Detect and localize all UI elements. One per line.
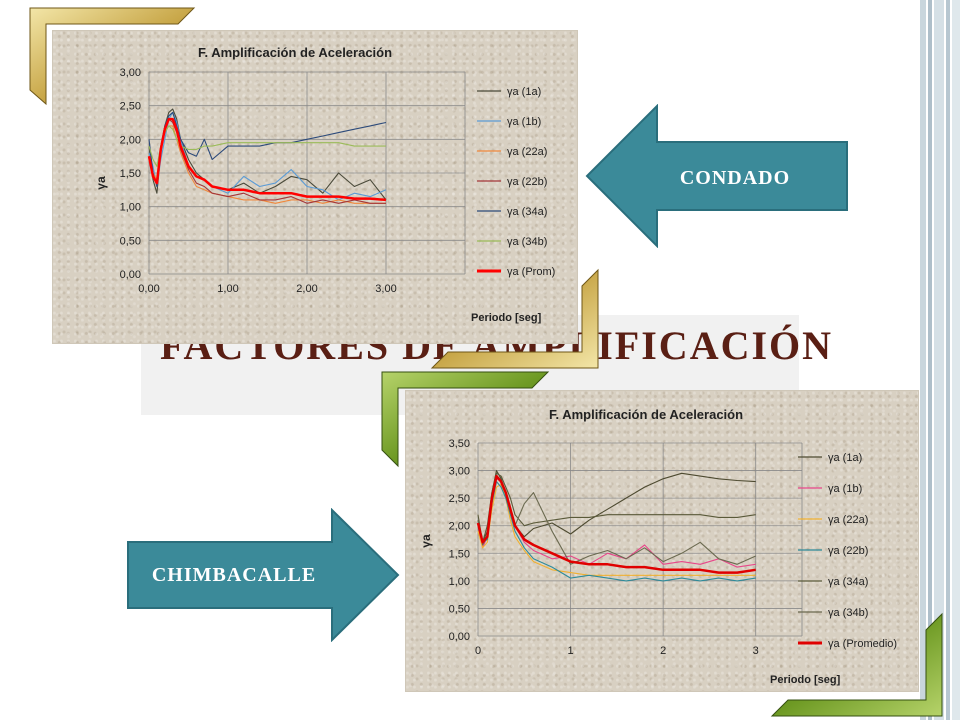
chart-title: F. Amplificación de Aceleración (198, 45, 392, 60)
y-tick-label: 3,00 (449, 466, 470, 478)
y-tick-label: 0,50 (120, 235, 141, 247)
legend-label: γa (22a) (828, 514, 868, 526)
legend-label: γa (1b) (507, 116, 541, 128)
gold-corner-top-left (29, 7, 196, 106)
series-line (148, 118, 386, 204)
legend-label: γa (22b) (828, 545, 868, 557)
legend-label: γa (22a) (507, 146, 547, 158)
y-tick-label: 3,00 (120, 67, 141, 79)
right-decorative-bars (920, 0, 960, 720)
y-tick-label: 3,50 (449, 438, 470, 450)
legend-label: γa (22b) (507, 176, 547, 188)
chart-panel-condado: F. Amplificación de Aceleración γa Perio… (52, 30, 578, 344)
y-tick-label: 1,00 (449, 576, 470, 588)
y-tick-label: 1,00 (120, 202, 141, 214)
green-corner-top-left (381, 371, 550, 468)
y-tick-label: 2,50 (449, 493, 470, 505)
legend-label: γa (Prom) (507, 266, 555, 278)
legend-label: γa (1b) (828, 483, 862, 495)
legend-label: γa (34b) (507, 236, 547, 248)
x-axis-label: Periodo [seg] (770, 674, 841, 686)
y-tick-label: 2,50 (120, 101, 141, 113)
y-tick-label: 2,00 (120, 134, 141, 146)
green-corner-bottom-right (770, 612, 943, 717)
legend-label: γa (1a) (828, 452, 862, 464)
x-tick-label: 0 (475, 645, 481, 657)
legend-label: γa (1a) (507, 86, 541, 98)
x-tick-label: 3,00 (375, 283, 396, 295)
chart-condado: F. Amplificación de Aceleración γa Perio… (94, 45, 555, 324)
legend-label: γa (34b) (828, 607, 868, 619)
y-tick-label: 2,00 (449, 521, 470, 533)
x-tick-label: 0,00 (138, 283, 159, 295)
x-tick-label: 3 (753, 645, 759, 657)
series-line (476, 474, 756, 574)
legend-label: γa (34a) (507, 206, 547, 218)
x-tick-label: 1,00 (217, 283, 238, 295)
legend-label: γa (34a) (828, 576, 868, 588)
y-axis-label: γa (94, 176, 108, 190)
y-axis-label: γa (419, 534, 433, 548)
x-axis-label: Periodo [seg] (471, 312, 542, 324)
series-line (477, 478, 756, 568)
chart-panel-chimbacalle: F. Amplificación de Aceleración γa Perio… (405, 390, 919, 692)
series-line (148, 125, 386, 204)
x-tick-label: 1 (568, 645, 574, 657)
legend-label: γa (Promedio) (828, 638, 897, 650)
y-tick-label: 1,50 (449, 548, 470, 560)
series-line (477, 483, 756, 576)
y-tick-label: 0,00 (449, 631, 470, 643)
x-tick-label: 2 (660, 645, 666, 657)
gold-corner-bottom-right (430, 268, 599, 369)
y-tick-label: 0,00 (120, 269, 141, 281)
arrow-chimbacalle: CHIMBACALLE (127, 508, 400, 642)
series-line (147, 117, 387, 202)
x-tick-label: 2,00 (296, 283, 317, 295)
y-tick-label: 1,50 (120, 168, 141, 180)
y-tick-label: 0,50 (449, 603, 470, 615)
arrow-chimbacalle-label: CHIMBACALLE (152, 564, 316, 586)
arrow-condado-label: CONDADO (680, 167, 790, 189)
chart-title: F. Amplificación de Aceleración (549, 407, 743, 422)
arrow-condado: CONDADO (585, 104, 848, 248)
chart-chimbacalle: F. Amplificación de Aceleración γa Perio… (419, 407, 897, 686)
